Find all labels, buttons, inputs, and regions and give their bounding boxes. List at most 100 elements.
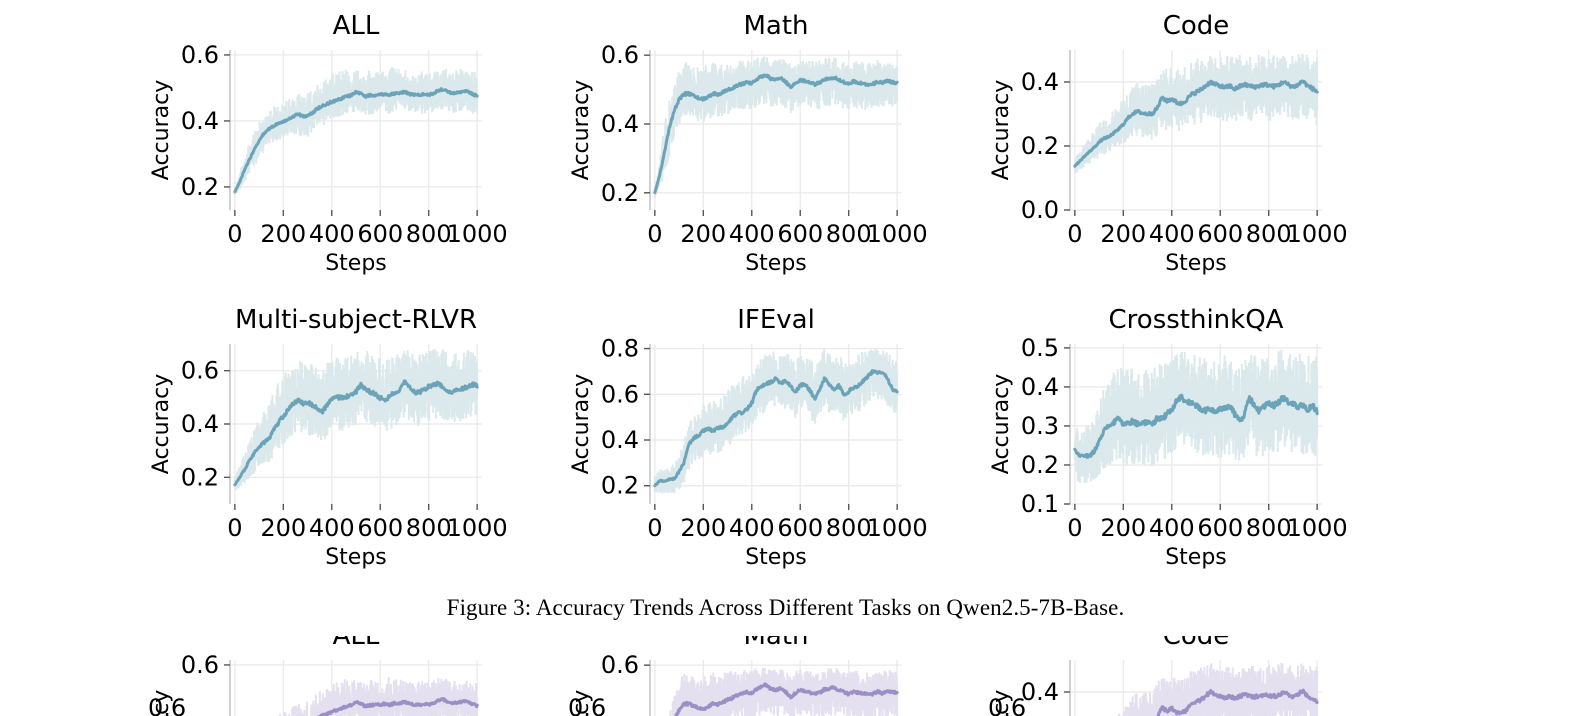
x-tick-label: 1000 <box>1287 220 1348 248</box>
y-axis-label: Accuracy <box>149 690 174 716</box>
y-tick-label: 0.3 <box>1021 412 1059 440</box>
y-axis-label: Accuracy <box>569 374 594 474</box>
smoothed-accuracy-line <box>1156 688 1319 716</box>
y-tick-label: 0.1 <box>1021 490 1059 518</box>
next-figure-ytick-label: 0.6 <box>988 694 1027 716</box>
x-tick-label: 600 <box>357 514 403 542</box>
x-tick-label: 200 <box>680 220 726 248</box>
x-tick-label: 1000 <box>1287 514 1348 542</box>
x-tick-label: 0 <box>647 220 662 248</box>
x-axis-label: Steps <box>1165 545 1227 570</box>
x-tick-label: 0 <box>647 514 662 542</box>
next-figure-ytick-label: 0.6 <box>148 694 187 716</box>
y-tick-label: 0.2 <box>1021 132 1059 160</box>
smoothed-accuracy-line <box>653 369 899 488</box>
y-axis-label: Accuracy <box>569 80 594 180</box>
y-tick-label: 0.8 <box>601 335 639 363</box>
x-tick-label: 1000 <box>867 220 928 248</box>
chart-panel-crossthinkqa: CrossthinkQA 0.1 0.2 0.3 0.4 0.5 0 200 400 600 800… <box>950 302 1370 580</box>
figure-3-panel-grid: ALL 0.2 0.4 0.6 0 200 400 600 800 1000 Steps Accura… <box>0 8 1571 580</box>
y-tick-label: 0.0 <box>1021 196 1059 224</box>
x-tick-label: 400 <box>309 514 355 542</box>
x-tick-label: 600 <box>1197 514 1243 542</box>
y-tick-label: 0.4 <box>1021 68 1059 96</box>
x-tick-label: 0 <box>227 220 242 248</box>
smoothed-accuracy-line <box>233 87 479 194</box>
x-tick-label: 200 <box>260 220 306 248</box>
y-axis-label: Accuracy <box>989 690 1014 716</box>
chart-panel-math: Math0.20.40.602004006008001000StepsAccur… <box>530 636 950 716</box>
x-tick-label: 800 <box>406 220 452 248</box>
x-tick-label: 400 <box>729 220 775 248</box>
next-figure-preview: ALL0.20.40.602004006008001000StepsAccura… <box>0 636 1571 716</box>
y-tick-label: 0.6 <box>181 41 219 69</box>
x-axis-label: Steps <box>325 251 387 276</box>
chart-row-top: ALL 0.2 0.4 0.6 0 200 400 600 800 1000 Steps Accura… <box>0 8 1571 286</box>
panel-title: ALL <box>333 11 380 41</box>
x-tick-label: 200 <box>260 514 306 542</box>
y-tick-label: 0.4 <box>601 426 639 454</box>
raw-noise-band <box>1073 53 1319 174</box>
x-tick-label: 200 <box>1100 220 1146 248</box>
next-figure-panel-math: Math0.20.40.602004006008001000StepsAccur… <box>530 636 950 716</box>
chart-panel-multi-subject-rlvr: Multi-subject-RLVR 0.2 0.4 0.6 0 200 400 600 800… <box>110 302 530 580</box>
x-tick-label: 600 <box>1197 220 1243 248</box>
x-tick-label: 200 <box>1100 514 1146 542</box>
next-figure-panel-code: Code0.00.20.402004006008001000StepsAccur… <box>950 636 1370 716</box>
smoothed-accuracy-line <box>233 379 479 487</box>
smoothed-accuracy-line <box>1073 393 1319 459</box>
x-axis-label: Steps <box>1165 251 1227 276</box>
raw-noise-band <box>1117 663 1319 716</box>
y-tick-label: 0.6 <box>601 41 639 69</box>
y-axis-label: Accuracy <box>989 80 1014 180</box>
chart-panel-all: ALL0.20.40.602004006008001000StepsAccura… <box>110 636 530 716</box>
y-tick-label: 0.6 <box>181 651 219 679</box>
x-tick-label: 400 <box>309 220 355 248</box>
x-tick-label: 400 <box>1149 220 1195 248</box>
x-axis-label: Steps <box>325 545 387 570</box>
chart-row-bottom: Multi-subject-RLVR 0.2 0.4 0.6 0 200 400 600 800… <box>0 302 1571 580</box>
panel-title: Math <box>743 11 808 41</box>
raw-noise-band <box>653 348 899 494</box>
x-tick-label: 0 <box>1067 514 1082 542</box>
y-axis-label: Accuracy <box>989 374 1014 474</box>
x-tick-label: 600 <box>777 514 823 542</box>
x-tick-label: 200 <box>680 514 726 542</box>
y-tick-label: 0.2 <box>181 173 219 201</box>
panel-title: Multi-subject-RLVR <box>235 305 477 335</box>
x-tick-label: 1000 <box>447 220 508 248</box>
x-tick-label: 0 <box>227 514 242 542</box>
smoothed-accuracy-line <box>317 697 479 716</box>
chart-panel-ifeval: IFEval 0.2 0.4 0.6 0.8 0 200 400 600 800 1000 Steps… <box>530 302 950 580</box>
y-tick-label: 0.4 <box>181 107 219 135</box>
y-tick-label: 0.4 <box>181 410 219 438</box>
x-tick-label: 1000 <box>867 514 928 542</box>
x-axis-label: Steps <box>745 251 807 276</box>
raw-noise-band <box>233 67 479 196</box>
x-tick-label: 800 <box>1246 514 1292 542</box>
figure-caption: Figure 3: Accuracy Trends Across Differe… <box>446 595 1125 620</box>
y-tick-label: 0.2 <box>1021 451 1059 479</box>
x-tick-label: 800 <box>826 220 872 248</box>
y-tick-label: 0.6 <box>181 357 219 385</box>
panel-title: ALL <box>333 636 380 651</box>
x-tick-label: 600 <box>777 220 823 248</box>
x-tick-label: 400 <box>1149 514 1195 542</box>
panel-title: IFEval <box>737 305 815 335</box>
chart-panel-code: Code0.00.20.402004006008001000StepsAccur… <box>950 636 1370 716</box>
x-tick-label: 1000 <box>447 514 508 542</box>
y-tick-label: 0.6 <box>601 380 639 408</box>
y-tick-label: 0.2 <box>181 463 219 491</box>
y-tick-label: 0.4 <box>1021 373 1059 401</box>
y-tick-label: 0.6 <box>601 651 639 679</box>
y-tick-label: 0.4 <box>1021 678 1059 706</box>
raw-noise-band <box>653 56 899 198</box>
panel-title: Code <box>1163 11 1230 41</box>
panel-title: Code <box>1163 636 1230 651</box>
y-axis-label: Accuracy <box>149 80 174 180</box>
smoothed-accuracy-line <box>674 682 899 716</box>
